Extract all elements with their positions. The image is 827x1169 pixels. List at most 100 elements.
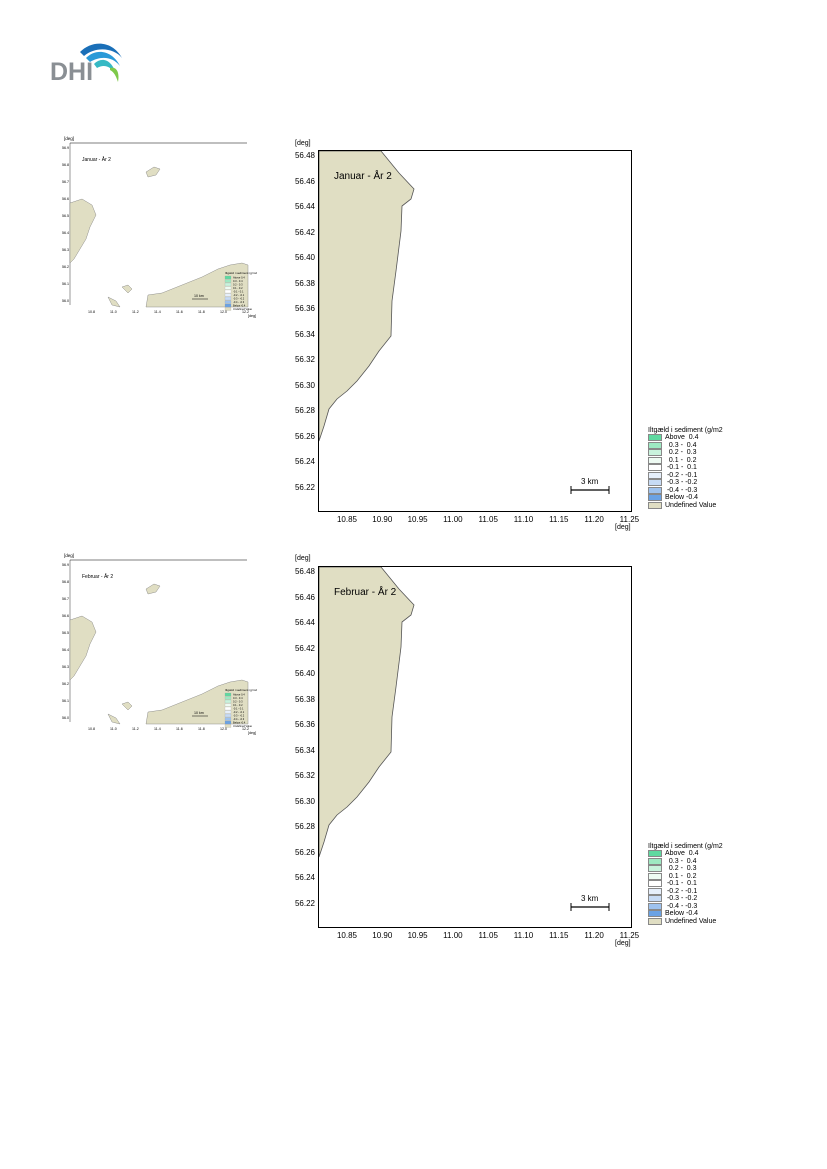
legend-swatch [648,434,662,442]
x-tick-label: 11.05 [478,515,498,524]
thumb-x-tick: 11.8 [198,727,205,731]
thumb-legend-label: Below -0.4 [233,304,246,308]
legend-swatch [648,464,662,472]
legend-label: 0.3 - 0.4 [665,857,697,865]
overview-map: [deg] Januar - År 2 56.9 56.8 56.7 56.6 56.5 56… [62,136,257,318]
thumb-legend-label: Above 0.4 [233,693,245,697]
x-axis-unit: [deg] [615,524,631,531]
legend-swatch [648,857,662,865]
thumb-y-tick: 56.6 [62,197,69,201]
legend-title: Iltgæld i sediment (g/m2 [648,427,723,434]
y-tick-label: 56.28 [294,406,315,415]
legend-label: Undefined Value [665,917,717,925]
thumb-legend-label: -0.4 - -0.3 [233,300,245,304]
thumb-land-island [145,583,161,595]
thumb-legend-swatch [224,303,232,308]
dhi-wave-logo-icon [80,43,122,82]
thumb-legend-swatch [224,692,232,697]
y-tick-label: 56.28 [294,822,315,831]
thumb-legend-label: Undefined Value [233,724,253,728]
legend-label: 0.1 - 0.2 [665,456,697,464]
thumb-x-tick: 11.4 [154,727,161,731]
x-tick-label: 11.20 [584,931,604,940]
legend-label: Below -0.4 [665,494,699,502]
thumb-y-tick: 56.4 [62,648,69,652]
legend-item: 0.3 - 0.4 [648,857,723,866]
legend-items: Above 0.4 0.3 - 0.4 0.2 - 0.3 0.1 - 0.2 … [648,434,723,509]
thumb-y-tick: 56.9 [62,146,69,150]
thumb-x-tick: 12.2 [242,727,249,731]
thumb-y-tick: 56.2 [62,265,69,269]
thumb-title: Februar - År 2 [82,573,113,580]
thumb-x-unit: [deg] [248,731,256,735]
y-tick-label: 56.34 [294,329,315,339]
thumb-legend-swatch [224,703,232,707]
y-tick-label: 56.48 [294,151,315,160]
legend-swatch [648,910,662,918]
legend-item: -0.3 - -0.2 [648,479,723,487]
x-tick-label: 10.90 [372,515,393,524]
thumb-x-tick: 12.0 [220,727,227,731]
y-tick-label: 56.36 [294,720,315,729]
y-tick-label: 56.22 [294,482,315,492]
thumb-land-island [145,166,161,178]
thumb-legend-label: -0.3 - -0.2 [233,297,245,301]
legend-swatch [648,850,662,858]
legend-item: -0.3 - -0.2 [648,895,723,903]
y-tick-label: 56.26 [294,847,315,857]
legend-item: 0.1 - 0.2 [648,872,723,881]
thumb-legend-swatch [224,717,232,721]
thumb-land-west [69,198,97,264]
x-tick-label: 11.10 [513,515,534,524]
legend-label: -0.1 - 0.1 [665,880,697,888]
thumb-legend-label: -0.2 - -0.1 [233,293,245,297]
legend-swatch [648,917,662,925]
x-axis-unit: [deg] [615,940,631,947]
legend-label: Below -0.4 [665,910,699,918]
legend-swatch [648,441,662,449]
thumb-legend-label: Below -0.4 [233,721,246,725]
thumb-legend-swatch [224,286,232,290]
legend-item: 0.2 - 0.3 [648,449,723,457]
y-tick-label: 56.38 [294,694,315,704]
legend-swatch [648,501,662,509]
map-title: Januar - År 2 [334,171,392,182]
overview-map-thumbnail: [deg] Januar - År 2 56.9 56.8 56.7 56.6 56.5 56… [62,135,262,320]
thumb-y-tick: 56.7 [62,180,69,184]
thumb-y-tick: 56.8 [62,163,69,167]
x-tick-label: 11.15 [549,515,569,524]
thumb-legend-label: -0.1 - 0.1 [233,290,244,294]
thumb-title: Januar - År 2 [82,156,111,163]
x-tick-label: 10.95 [407,515,428,524]
thumb-land-south [145,679,249,725]
thumb-legend-label: -0.3 - -0.2 [233,714,245,718]
legend-item: 0.1 - 0.2 [648,456,723,465]
legend-swatch [648,449,662,457]
thumb-y-tick: 56.3 [62,665,69,669]
coastline-land [319,151,415,442]
thumb-y-unit: [deg] [64,553,74,558]
scale-bar-label: 3 km [581,894,599,903]
legend-label: -0.1 - 0.1 [665,464,697,472]
thumb-x-tick: 11.0 [110,310,117,314]
thumb-land-islet [121,701,133,711]
legend-item: Undefined Value [648,501,723,510]
legend-label: 0.1 - 0.2 [665,872,697,880]
legend-item: -0.4 - -0.3 [648,902,723,911]
legend-label: 0.3 - 0.4 [665,441,697,449]
thumb-land-west [69,615,97,681]
legend-swatch [648,456,662,464]
thumb-x-tick: 11.2 [132,727,139,731]
legend-label: -0.3 - -0.2 [665,895,698,903]
thumb-y-tick: 56.4 [62,231,69,235]
legend: Iltgæld i sediment (g/m2 Above 0.4 0.3 -… [648,427,723,509]
coastline-land [319,567,415,858]
thumb-land-small-island [107,296,121,308]
legend-label: 0.2 - 0.3 [665,449,697,457]
x-tick-label: 11.25 [619,515,640,524]
legend-label: -0.2 - -0.1 [665,471,698,479]
legend-item: -0.1 - 0.1 [648,464,723,472]
x-tick-label: 11.15 [549,931,569,940]
thumb-legend-title: Iltgæld i sediment (g/m2 [225,271,257,275]
